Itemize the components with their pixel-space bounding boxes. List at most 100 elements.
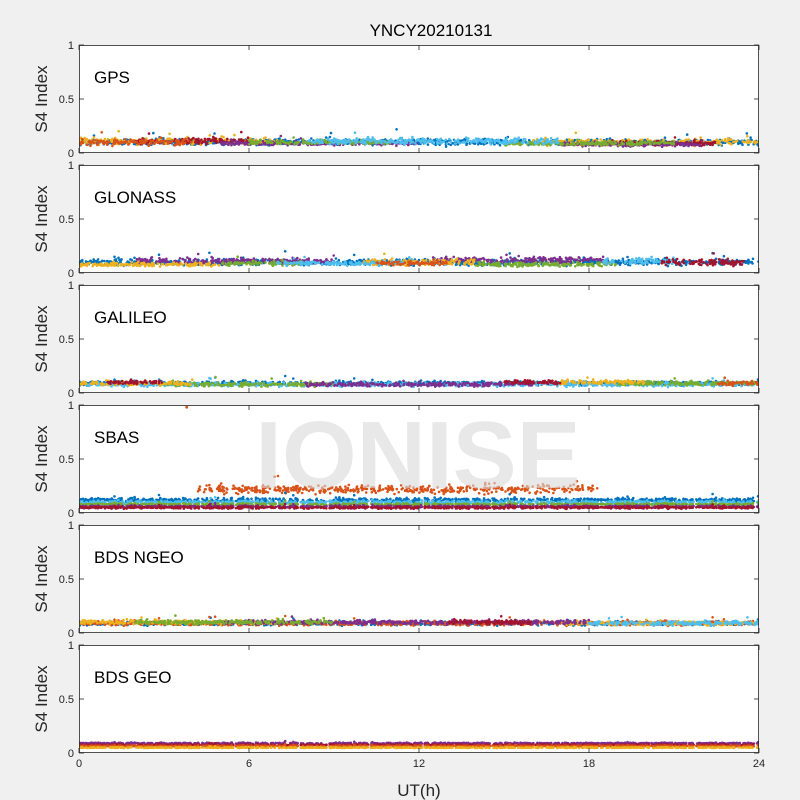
- data-point: [606, 143, 610, 146]
- data-point: [727, 141, 731, 145]
- data-point: [638, 142, 641, 145]
- data-point: [355, 259, 359, 263]
- data-point: [420, 139, 423, 142]
- data-point: [648, 142, 652, 145]
- data-point: [247, 143, 251, 146]
- data-point: [549, 136, 553, 140]
- data-point: [512, 259, 515, 263]
- data-point: [456, 138, 460, 141]
- data-point: [208, 251, 211, 255]
- data-point: [89, 144, 92, 148]
- data-point: [726, 257, 730, 261]
- data-point: [96, 263, 99, 266]
- data-point: [402, 258, 406, 262]
- data-point: [94, 260, 98, 263]
- data-point: [724, 137, 727, 141]
- data-point: [556, 137, 559, 140]
- data-point: [749, 260, 753, 264]
- data-point: [576, 141, 580, 145]
- data-point: [312, 140, 315, 144]
- data-point: [719, 143, 722, 147]
- y-tick-label: 0: [68, 148, 74, 160]
- data-point: [115, 139, 119, 142]
- data-point: [442, 140, 446, 143]
- data-point: [281, 264, 284, 267]
- data-point: [183, 259, 187, 262]
- data-point: [446, 257, 449, 261]
- data-point: [185, 264, 189, 267]
- data-point: [579, 141, 583, 145]
- data-point: [208, 134, 212, 137]
- data-point: [537, 143, 540, 147]
- data-point: [662, 138, 665, 141]
- data-point: [560, 257, 563, 261]
- data-point: [658, 142, 661, 146]
- data-point: [627, 263, 630, 267]
- data-point: [463, 140, 466, 144]
- data-point: [159, 136, 162, 139]
- data-point: [684, 263, 688, 267]
- data-point: [645, 257, 648, 261]
- data-point: [571, 142, 575, 145]
- data-point: [295, 141, 299, 144]
- data-point: [316, 261, 320, 265]
- data-point: [240, 130, 243, 134]
- data-point: [196, 258, 199, 262]
- data-point: [587, 259, 590, 263]
- data-point: [151, 139, 155, 143]
- data-point: [599, 144, 603, 147]
- data-point: [592, 258, 595, 262]
- data-point: [526, 260, 529, 263]
- data-point: [353, 131, 357, 134]
- data-point: [327, 137, 330, 140]
- data-point: [118, 258, 121, 262]
- data-point: [685, 133, 689, 136]
- data-point: [124, 138, 127, 141]
- data-point: [363, 262, 367, 266]
- data-point: [235, 261, 239, 264]
- data-point: [587, 138, 591, 142]
- data-point: [450, 263, 454, 266]
- data-point: [594, 258, 598, 261]
- data-point: [385, 141, 389, 144]
- data-point: [707, 141, 710, 145]
- data-point: [358, 261, 361, 264]
- data-point: [347, 259, 351, 262]
- data-point: [672, 139, 676, 143]
- data-point: [617, 144, 621, 147]
- data-point: [249, 262, 252, 265]
- data-point: [564, 256, 568, 260]
- data-point: [514, 261, 518, 265]
- data-point: [666, 264, 670, 268]
- data-point: [229, 138, 233, 141]
- data-point: [700, 139, 704, 142]
- data-point: [543, 261, 546, 265]
- data-point: [663, 136, 667, 139]
- data-point: [550, 140, 553, 143]
- data-point: [204, 263, 208, 267]
- data-point: [658, 260, 662, 263]
- data-point: [395, 144, 398, 147]
- data-point: [162, 259, 165, 263]
- data-point: [96, 139, 100, 143]
- data-point: [553, 256, 556, 260]
- data-point: [710, 258, 713, 262]
- data-point: [224, 141, 227, 145]
- data-point: [148, 258, 152, 262]
- data-point: [574, 131, 578, 135]
- data-point: [300, 261, 304, 265]
- data-point: [444, 145, 448, 148]
- data-point: [473, 258, 476, 261]
- data-point: [315, 258, 319, 262]
- data-point: [453, 142, 457, 145]
- data-point: [504, 264, 507, 268]
- data-point: [137, 142, 140, 146]
- data-point: [209, 141, 213, 145]
- data-point: [205, 142, 208, 146]
- data-point: [330, 258, 333, 261]
- data-point: [591, 140, 594, 144]
- data-point: [452, 255, 456, 259]
- data-point: [169, 263, 172, 266]
- data-point: [213, 132, 216, 135]
